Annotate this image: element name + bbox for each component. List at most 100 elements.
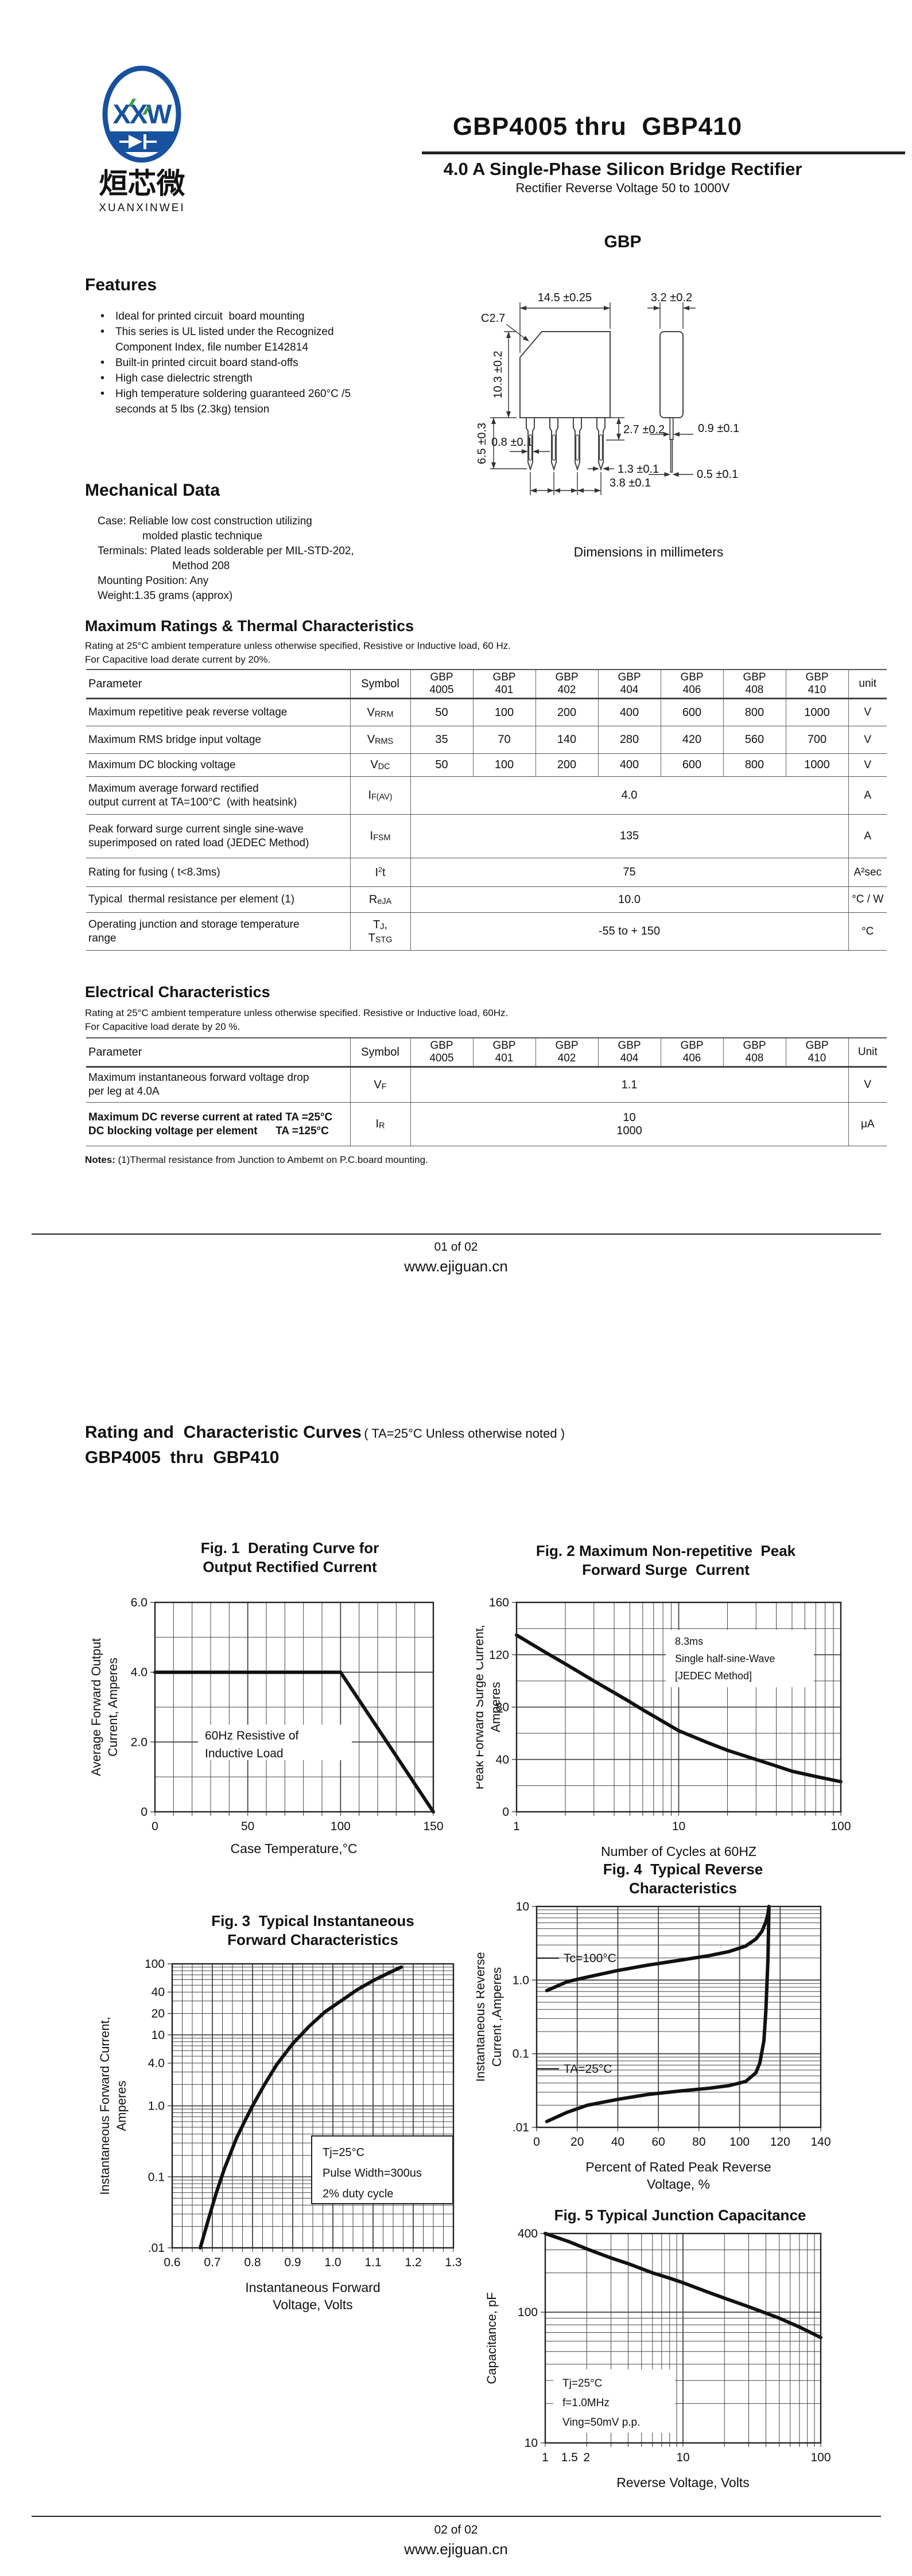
column-header-part: GBP 406	[660, 1038, 723, 1068]
y-tick-label: 4.0	[131, 1666, 148, 1679]
table-row: Maximum average forward rectified output …	[86, 776, 887, 815]
cell-unit: V	[848, 753, 887, 777]
y-axis-label: Current ,Amperes	[490, 1967, 504, 2067]
x-tick-label: 60	[651, 2135, 665, 2149]
table-row: Operating junction and storage temperatu…	[86, 912, 887, 951]
page-number: 02 of 02	[434, 2523, 478, 2536]
chart-annotation-text: 8.3ms	[675, 1636, 703, 1647]
chart-annotation-text: f=1.0MHz	[562, 2397, 610, 2409]
cell-value: 200	[535, 753, 598, 777]
bullet-icon: •	[100, 372, 105, 384]
fig4-xlabel: Percent of Rated Peak Reverse Voltage, %	[585, 2159, 771, 2192]
fig5-xlabel: Reverse Voltage, Volts	[616, 2475, 750, 2490]
cell-value: 140	[535, 726, 598, 754]
x-tick-label: 0.8	[244, 2256, 261, 2269]
features-heading: Features	[85, 275, 157, 294]
cell-value: 280	[597, 726, 661, 754]
title-rule	[422, 151, 905, 154]
y-tick-label: 0	[502, 1805, 509, 1819]
x-tick-label: 80	[692, 2135, 705, 2149]
series-label: GBP	[604, 232, 642, 251]
cell-value: 800	[723, 698, 786, 726]
cell-symbol: VDC	[350, 753, 410, 777]
fig3-title: Fig. 3 Typical Instantaneous Forward Char…	[211, 1912, 414, 1948]
list-item: • Built-in printed circuit board stand-of…	[100, 355, 445, 371]
chart-plot-border	[515, 1601, 842, 1813]
page-title: GBP4005 thru GBP410	[452, 112, 743, 141]
cell-value: 600	[660, 753, 723, 777]
curves-heading: Rating and Characteristic Curves ( TA=25…	[85, 1423, 565, 1442]
chart-annotation-text: Single half-sine-Wave	[675, 1653, 775, 1664]
cell-value: 400	[597, 698, 661, 726]
max-ratings-condition1: Rating at 25°C ambient temperature unles…	[85, 640, 511, 651]
max-ratings-table: Parameter Symbol GBP 4005 GBP 401 GBP 402 GBP 404…	[86, 669, 887, 951]
chart-annotation-box	[666, 1630, 814, 1687]
x-tick-label: 2	[583, 2451, 590, 2464]
x-tick-label: 1.5	[561, 2451, 578, 2464]
x-tick-label: 140	[810, 2135, 830, 2149]
chart-annotation-text: 60Hz Resistive of	[205, 1729, 299, 1742]
cell-value-span: -55 to + 150	[410, 912, 848, 951]
series-label: Tc=100°C	[564, 1952, 616, 1965]
electrical-condition2: For Capacitive load derate by 20 %.	[85, 1021, 240, 1032]
mechanical-heading: Mechanical Data	[85, 481, 220, 500]
y-tick-label: 0.1	[513, 2048, 529, 2061]
cell-symbol: IF(AV)	[350, 776, 410, 815]
y-tick-label: 6.0	[131, 1596, 148, 1609]
package-outline-drawing: 14.5 ±0.25 3.2 ±0.2 C2.7 10.3 ±0.2 6.5 ±…	[476, 291, 739, 559]
column-header-part: GBP 410	[785, 1038, 848, 1068]
cell-value-span: 10 1000	[410, 1102, 848, 1146]
cell-value: 420	[660, 726, 723, 754]
column-header-part: GBP 4005	[410, 1038, 473, 1068]
cell-unit: °C / W	[848, 886, 887, 913]
x-tick-label: 1.0	[324, 2256, 341, 2269]
table-row: Maximum DC blocking voltage VDC 50 100 200 40…	[86, 753, 887, 777]
y-tick-label: 10	[152, 2029, 165, 2042]
cell-parameter: Peak forward surge current single sine-w…	[86, 814, 350, 858]
x-tick-label: 150	[423, 1820, 443, 1833]
bullet-icon: •	[100, 310, 105, 322]
y-axis-label: Current, Amperes	[106, 1657, 120, 1756]
fig2-xlabel: Number of Cycles at 60HZ	[601, 1844, 756, 1859]
table-row: Maximum repetitive peak reverse voltage V…	[86, 698, 887, 726]
dim-chamfer: C2.7	[481, 312, 505, 325]
cell-symbol: VRMS	[350, 726, 410, 754]
column-header-symbol: Symbol	[350, 1038, 410, 1068]
y-tick-label: .01	[148, 2242, 165, 2255]
cell-parameter: Typical thermal resistance per element (…	[86, 886, 350, 913]
cell-value-span: 10.0	[410, 886, 848, 913]
cell-unit: °C	[848, 912, 887, 951]
cell-symbol: IFSM	[350, 814, 410, 858]
column-header-part: GBP 406	[660, 670, 723, 699]
chart-annotation-text: Ving=50mV p.p.	[562, 2417, 640, 2429]
cell-unit: V	[848, 698, 887, 726]
table-row: Rating for fusing ( t<8.3ms) I2t 75 A²sec	[86, 858, 887, 887]
drawing-caption: Dimensions in millimeters	[574, 544, 724, 559]
chart-annotation-box	[553, 2369, 675, 2433]
column-header-parameter: Parameter	[86, 670, 350, 699]
chart-curve	[153, 1670, 435, 1814]
column-header-parameter: Parameter	[86, 1038, 350, 1068]
table-header-row: Parameter Symbol GBP 4005 GBP 401 GBP 402 GBP 404…	[86, 670, 887, 699]
cell-unit: μA	[848, 1102, 887, 1146]
chart-gridlines	[532, 1906, 821, 2131]
electrical-table: Parameter Symbol GBP 4005 GBP 401 GBP 402 GBP 404…	[86, 1037, 887, 1146]
chart-plot-border	[535, 1905, 822, 2128]
x-tick-label: 0.7	[204, 2256, 220, 2269]
fig3-chart: Tj=25°C Pulse Width=300us 2% duty cycle 0.6…	[98, 1958, 462, 2269]
column-header-part: GBP 408	[723, 1038, 786, 1068]
column-header-part: GBP 404	[597, 670, 661, 699]
column-header-part: GBP 408	[723, 670, 786, 699]
chart-curve	[515, 1633, 843, 1784]
column-header-part: GBP 401	[472, 670, 535, 699]
list-item: • Ideal for printed circuit board mountin…	[100, 309, 445, 324]
dim-body-width: 14.5 ±0.25	[538, 291, 592, 304]
cell-value-span: 1.1	[410, 1067, 848, 1103]
cell-value: 600	[660, 698, 723, 726]
fig4-reverse-characteristics: Fig. 4 Typical Reverse Characteristics Tc…	[473, 1860, 878, 2193]
mechanical-lines: Case: Reliable low cost construction uti…	[98, 515, 354, 602]
chart-annotation-text: Pulse Width=300us	[323, 2167, 422, 2180]
cell-value: 200	[535, 698, 598, 726]
dim-lead-width: 0.8 ±0.1	[491, 436, 533, 449]
dim-body-height: 10.3 ±0.2	[492, 351, 504, 398]
